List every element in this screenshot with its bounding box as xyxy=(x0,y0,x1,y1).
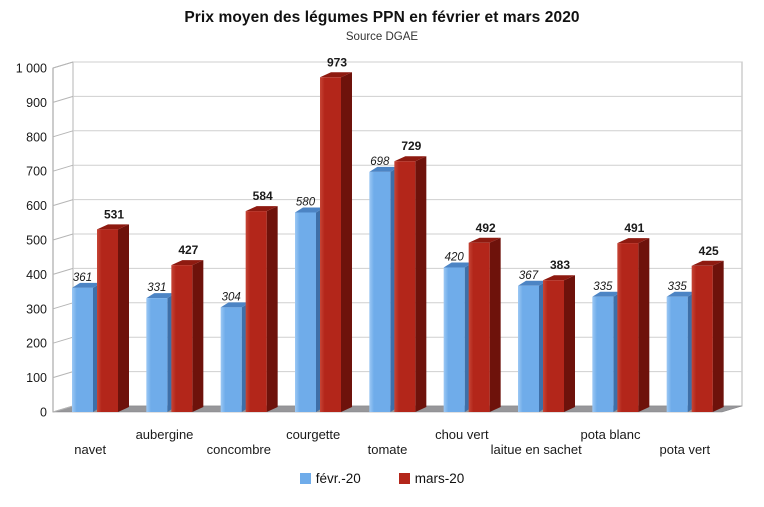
bar-févr.-20-pota blanc: 335 xyxy=(592,281,622,412)
category-label: tomate xyxy=(368,442,408,457)
value-label: 584 xyxy=(253,189,273,203)
y-tick-label: 200 xyxy=(26,337,47,351)
category-label: laitue en sachet xyxy=(491,442,582,457)
y-tick xyxy=(52,371,74,379)
value-label: 304 xyxy=(222,291,241,303)
y-tick-label: 100 xyxy=(26,371,47,385)
y-tick xyxy=(52,233,74,241)
y-tick-label: 800 xyxy=(26,130,47,144)
y-tick xyxy=(52,405,74,413)
y-tick-label: 900 xyxy=(26,96,47,110)
legend-swatch-mars-icon xyxy=(398,473,410,484)
value-label: 420 xyxy=(445,252,465,264)
bar-févr.-20-courgette: 580 xyxy=(295,196,324,412)
category-label: courgette xyxy=(286,427,340,442)
y-tick-label: 0 xyxy=(40,406,47,420)
y-tick xyxy=(52,199,74,207)
value-label: 335 xyxy=(668,281,688,293)
legend-item-fevr-20: févr.-20 xyxy=(299,471,361,486)
value-label: 425 xyxy=(699,244,719,258)
value-label: 729 xyxy=(401,139,421,153)
bar-mars-20-navet: 531 xyxy=(97,207,129,412)
bar-mars-20-courgette: 973 xyxy=(320,55,352,413)
y-tick-label: 300 xyxy=(26,302,47,316)
y-tick-label: 700 xyxy=(26,165,47,179)
bar-févr.-20-aubergine: 331 xyxy=(146,282,176,412)
bar-mars-20-pota vert: 425 xyxy=(691,244,724,412)
category-label: pota blanc xyxy=(581,427,641,442)
chart-subtitle: Source DGAE xyxy=(345,31,419,43)
y-tick-label: 1 000 xyxy=(16,62,47,76)
bar-mars-20-pota blanc: 491 xyxy=(617,221,650,412)
bar-févr.-20-concombre: 304 xyxy=(220,291,250,412)
category-label: concombre xyxy=(207,442,271,457)
y-tick xyxy=(52,267,74,275)
category-label: chou vert xyxy=(435,427,489,442)
value-label: 427 xyxy=(178,243,198,257)
bar-févr.-20-chou vert: 420 xyxy=(443,252,473,412)
bar-févr.-20-navet: 361 xyxy=(72,272,101,412)
bar-févr.-20-laitue en sachet: 367 xyxy=(518,270,547,412)
value-label: 698 xyxy=(370,156,390,168)
value-label: 331 xyxy=(147,282,166,294)
value-label: 492 xyxy=(476,221,496,235)
category-label: aubergine xyxy=(136,427,194,442)
category-label: navet xyxy=(74,442,106,457)
bar-févr.-20-pota vert: 335 xyxy=(666,281,696,412)
value-label: 580 xyxy=(296,196,316,208)
value-label: 491 xyxy=(624,221,644,235)
category-label: pota vert xyxy=(660,442,711,457)
y-tick-label: 500 xyxy=(26,234,47,248)
y-tick-label: 400 xyxy=(26,268,47,282)
value-label: 361 xyxy=(73,272,92,284)
y-tick xyxy=(52,164,74,172)
value-label: 335 xyxy=(593,281,613,293)
value-label: 531 xyxy=(104,207,124,221)
chart-legend: févr.-20 mars-20 xyxy=(0,471,764,486)
y-tick xyxy=(52,302,74,310)
y-tick xyxy=(52,95,74,103)
bar-mars-20-tomate: 729 xyxy=(394,139,427,412)
legend-label-fevr: févr.-20 xyxy=(315,471,361,486)
legend-label-mars: mars-20 xyxy=(414,471,465,486)
legend-item-mars-20: mars-20 xyxy=(398,471,465,486)
y-tick xyxy=(52,61,74,69)
bar-mars-20-aubergine: 427 xyxy=(171,243,204,412)
bar-mars-20-concombre: 584 xyxy=(245,189,278,412)
y-tick xyxy=(52,130,74,138)
bar-mars-20-chou vert: 492 xyxy=(468,221,501,412)
value-label: 367 xyxy=(519,270,539,282)
value-label: 973 xyxy=(327,55,347,69)
value-label: 383 xyxy=(550,258,570,272)
bar-mars-20-laitue en sachet: 383 xyxy=(543,258,575,412)
chart-title: Prix moyen des légumes PPN en février et… xyxy=(184,9,580,26)
legend-swatch-fevr-icon xyxy=(299,473,311,484)
y-tick xyxy=(52,336,74,344)
y-tick-label: 600 xyxy=(26,199,47,213)
bar-févr.-20-tomate: 698 xyxy=(369,156,399,412)
